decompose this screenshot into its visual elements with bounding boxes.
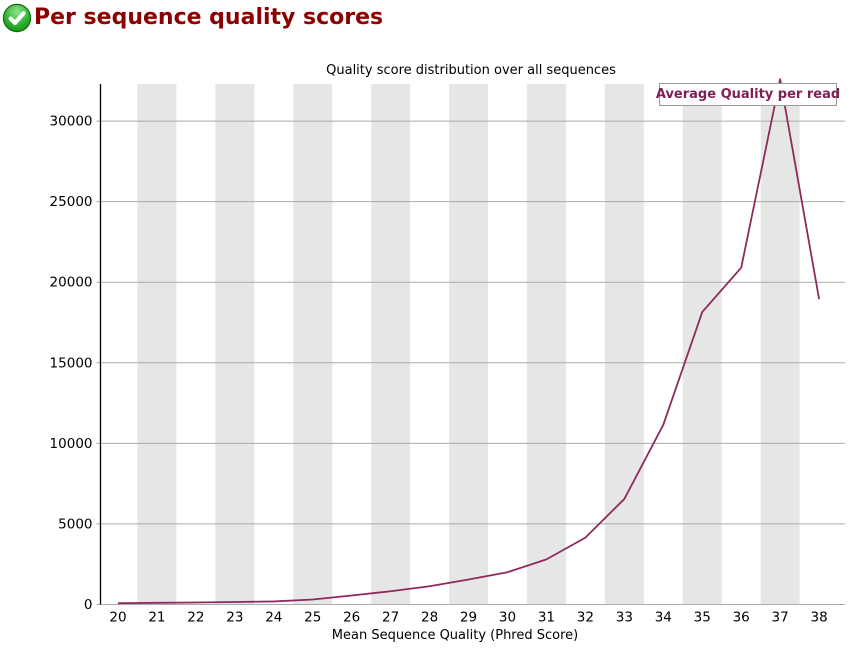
x-tick-label: 31	[538, 610, 555, 626]
x-tick-label: 26	[343, 610, 360, 626]
plot-band	[449, 84, 489, 605]
plot-band	[682, 84, 722, 605]
y-tick-label: 15000	[50, 355, 93, 371]
x-tick-label: 24	[265, 610, 282, 626]
y-tick-label: 30000	[50, 114, 93, 130]
plot-band	[293, 84, 333, 605]
x-tick-label: 36	[733, 610, 750, 626]
y-tick-label: 25000	[50, 194, 93, 210]
x-tick-label: 20	[109, 610, 126, 626]
chart-title: Quality score distribution over all sequ…	[326, 63, 616, 78]
y-tick-label: 0	[84, 597, 93, 613]
x-tick-label: 25	[304, 610, 321, 626]
plot-band	[604, 84, 644, 605]
x-tick-label: 34	[655, 610, 672, 626]
x-tick-label: 21	[148, 610, 165, 626]
section-header: Per sequence quality scores	[2, 3, 383, 33]
x-tick-label: 30	[499, 610, 516, 626]
legend-average-quality: Average Quality per read	[655, 83, 841, 106]
y-tick-label: 20000	[50, 275, 93, 291]
x-tick-label: 38	[811, 610, 828, 626]
plot-band	[371, 84, 411, 605]
page-title: Per sequence quality scores	[34, 5, 384, 30]
series-line-average-quality	[117, 78, 820, 605]
x-tick-label: 32	[577, 610, 594, 626]
x-tick-label: 35	[694, 610, 711, 626]
pass-check-icon	[2, 3, 32, 33]
x-tick-label: 23	[226, 610, 243, 626]
x-tick-label: 33	[616, 610, 633, 626]
y-tick-label: 5000	[58, 516, 92, 532]
x-tick-label: 27	[382, 610, 399, 626]
plot-band	[526, 84, 566, 605]
x-tick-label: 29	[460, 610, 477, 626]
y-tick-label: 10000	[50, 436, 93, 452]
legend-label: Average Quality per read	[655, 87, 841, 102]
x-tick-label: 28	[421, 610, 438, 626]
plot-band	[760, 84, 800, 605]
x-axis-label: Mean Sequence Quality (Phred Score)	[332, 628, 578, 643]
plot-band	[215, 84, 255, 605]
x-tick-label: 22	[187, 610, 204, 626]
x-tick-label: 37	[772, 610, 789, 626]
plot-band	[137, 84, 177, 605]
pass-icon-checkmark	[8, 11, 26, 26]
